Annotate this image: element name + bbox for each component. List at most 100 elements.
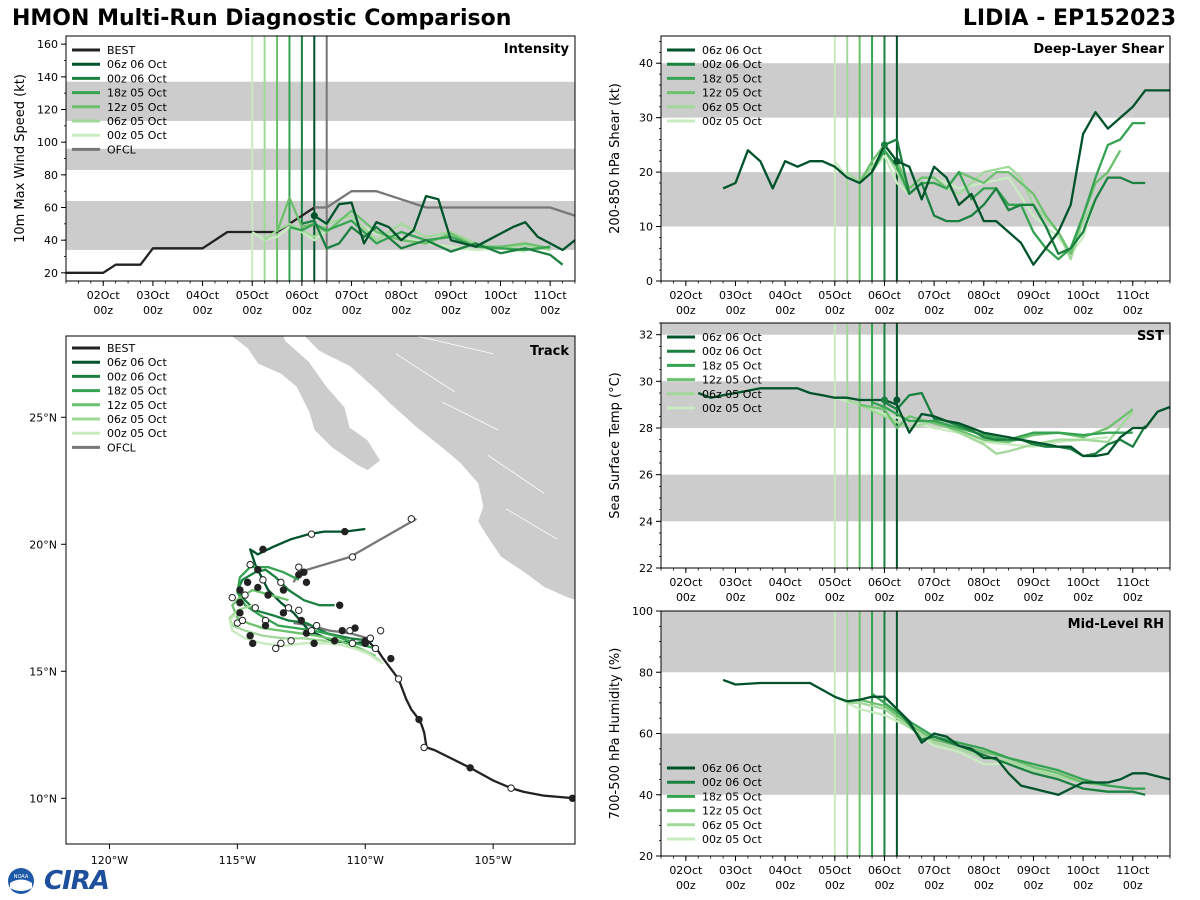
x-tick-label-hour: 00z	[825, 304, 845, 317]
track-point	[251, 604, 259, 612]
x-tick-label-date: 10Oct	[1067, 864, 1101, 877]
legend-label: BEST	[107, 342, 135, 355]
threshold-band	[661, 323, 1170, 335]
y-tick-label: 40	[639, 789, 653, 802]
legend-label: 06z 06 Oct	[702, 44, 762, 57]
series-marker	[880, 396, 888, 404]
legend-label: 06z 05 Oct	[702, 388, 762, 401]
legend-label: 00z 06 Oct	[702, 58, 762, 71]
y-axis-label: Sea Surface Temp (°C)	[608, 372, 623, 519]
track-point	[394, 675, 403, 683]
x-tick-label-date: 11Oct	[1116, 864, 1150, 877]
series-line	[722, 678, 1170, 796]
track-point	[376, 626, 385, 635]
x-tick-label-hour: 00z	[193, 304, 213, 317]
legend-label: 18z 05 Oct	[107, 87, 167, 100]
legend-label: 06z 06 Oct	[107, 356, 167, 369]
series-line	[314, 190, 575, 217]
legend-label: 00z 05 Oct	[702, 833, 762, 846]
x-tick-label-hour: 00z	[540, 304, 560, 317]
lon-tick-label: 120°W	[91, 854, 128, 867]
x-tick-label-date: 11Oct	[1116, 289, 1150, 302]
x-tick-label-date: 02Oct	[669, 289, 703, 302]
y-tick-label: 40	[639, 57, 653, 70]
x-tick-label-hour: 00z	[1024, 304, 1044, 317]
y-tick-label: 60	[639, 728, 653, 741]
cira-logo-text: CIRA	[44, 866, 110, 896]
track-point	[302, 578, 311, 587]
sst-panel: 22 24 26 28 30 32 02Oct 00z 03Oct 00z 04Oct 00z 05Oc…	[608, 322, 1171, 604]
x-tick-label-hour: 00z	[825, 591, 845, 604]
track-point	[249, 639, 257, 648]
series-line	[834, 695, 1059, 775]
track-point	[312, 621, 321, 630]
x-tick-label-date: 03Oct	[136, 289, 170, 302]
legend-label: OFCL	[107, 143, 137, 156]
x-tick-label-date: 08Oct	[967, 864, 1001, 877]
y-tick-label: 32	[639, 329, 653, 342]
shear-panel: 0 10 20 30 40 02Oct 00z 03Oct 00z 04Oct 00z 05Oct 00…	[608, 35, 1171, 317]
intensity-panel: 20 40 60 80 100 120 140 160 02Oct 00z 03Oct 00z 04Oc…	[13, 35, 576, 317]
state-border	[505, 508, 558, 540]
series-line	[846, 398, 1134, 455]
panel-title: Intensity	[504, 42, 570, 57]
noaa-logo-icon: NOAA	[8, 868, 34, 894]
track-point	[246, 560, 254, 569]
legend-label: 18z 05 Oct	[702, 72, 762, 85]
x-tick-label-hour: 00z	[1123, 591, 1143, 604]
legend-label: 00z 05 Oct	[107, 129, 167, 142]
x-tick-label-hour: 00z	[875, 591, 895, 604]
track-point	[307, 626, 316, 635]
track-point	[272, 644, 280, 653]
x-tick-label-date: 11Oct	[1116, 576, 1150, 589]
track-point	[236, 586, 244, 594]
state-border	[441, 401, 499, 431]
figure-title: HMON Multi-Run Diagnostic Comparison	[12, 6, 512, 31]
x-tick-label-hour: 00z	[1123, 304, 1143, 317]
track-point	[415, 715, 423, 724]
lon-tick-label: 110°W	[347, 854, 384, 867]
x-tick-label-date: 11Oct	[534, 289, 568, 302]
y-axis-label: 200-850 hPa Shear (kt)	[608, 83, 623, 234]
y-tick-label: 60	[44, 202, 58, 215]
legend-label: 06z 05 Oct	[107, 115, 167, 128]
threshold-band	[661, 611, 1170, 673]
y-tick-label: 100	[37, 136, 58, 149]
series-line	[871, 401, 1133, 441]
x-tick-label-date: 06Oct	[868, 864, 902, 877]
legend-label: 00z 05 Oct	[702, 402, 762, 415]
y-tick-label: 80	[44, 169, 58, 182]
track-point	[507, 784, 515, 792]
x-tick-label-hour: 00z	[974, 591, 994, 604]
plot-background	[661, 323, 1170, 568]
track-point	[264, 591, 272, 599]
map-area	[228, 336, 575, 802]
panel-title: SST	[1137, 329, 1164, 344]
panel-title: Mid-Level RH	[1068, 617, 1164, 632]
series-marker	[893, 157, 901, 165]
legend-label: 06z 05 Oct	[702, 819, 762, 832]
x-tick-label-hour: 00z	[676, 304, 696, 317]
y-tick-label: 100	[632, 605, 653, 618]
threshold-band	[66, 148, 575, 170]
series-line	[301, 219, 564, 266]
series-marker	[893, 396, 901, 404]
legend-label: 00z 05 Oct	[107, 427, 167, 440]
x-tick-label-date: 03Oct	[719, 864, 753, 877]
track-point	[279, 586, 288, 594]
threshold-band	[661, 474, 1170, 522]
series-line	[883, 391, 1147, 458]
x-tick-label-hour: 00z	[342, 304, 362, 317]
x-tick-label-date: 05Oct	[818, 289, 852, 302]
y-tick-label: 20	[639, 166, 653, 179]
track-point	[243, 578, 252, 587]
legend-label: 12z 05 Oct	[107, 399, 167, 412]
track-point	[279, 609, 288, 617]
legend-background	[68, 338, 178, 458]
x-tick-label-hour: 00z	[726, 879, 746, 892]
y-tick-label: 10	[639, 221, 653, 234]
track-point	[366, 634, 375, 642]
x-tick-label-hour: 00z	[1073, 304, 1093, 317]
x-tick-label-date: 04Oct	[769, 864, 803, 877]
x-tick-label-hour: 00z	[1024, 591, 1044, 604]
